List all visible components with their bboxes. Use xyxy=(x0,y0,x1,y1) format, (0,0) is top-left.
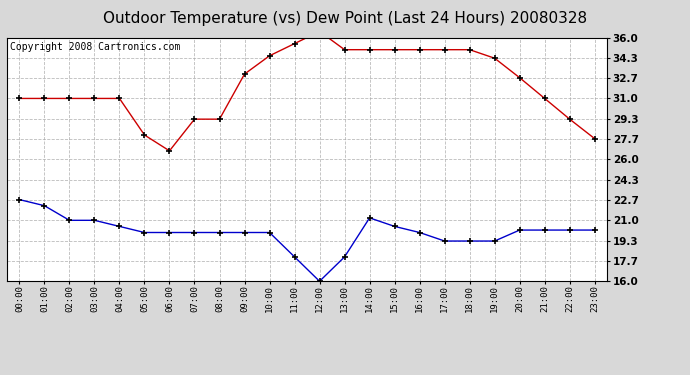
Text: Outdoor Temperature (vs) Dew Point (Last 24 Hours) 20080328: Outdoor Temperature (vs) Dew Point (Last… xyxy=(103,11,587,26)
Text: Copyright 2008 Cartronics.com: Copyright 2008 Cartronics.com xyxy=(10,42,180,52)
